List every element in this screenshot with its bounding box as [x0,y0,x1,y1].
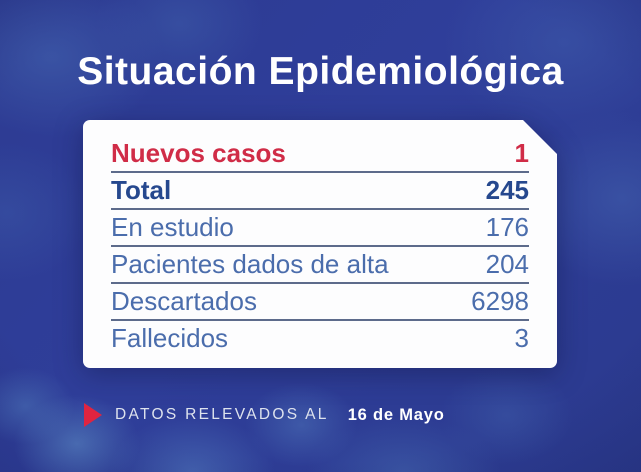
row-value: 245 [485,175,529,205]
row-label: Pacientes dados de alta [111,249,389,279]
table-row: Pacientes dados de alta 204 [111,247,529,284]
row-label: En estudio [111,212,234,242]
play-triangle-icon [84,403,102,427]
row-value: 176 [485,212,529,242]
table-row: Nuevos casos 1 [111,136,529,173]
table-row: Fallecidos 3 [111,321,529,356]
row-label: Nuevos casos [111,138,286,168]
footer-note: DATOS RELEVADOS AL 16 de Mayo [84,401,445,429]
row-value: 204 [485,249,529,279]
row-label: Descartados [111,286,257,316]
row-value: 6298 [471,286,529,316]
table-row: En estudio 176 [111,210,529,247]
stats-card-wrapper: Nuevos casos 1 Total 245 En estudio 176 … [83,120,557,368]
footer-date-text: 16 de Mayo [347,405,445,424]
row-value: 1 [514,138,529,168]
page-title: Situación Epidemiológica [77,50,564,93]
row-label: Fallecidos [111,323,229,353]
table-row: Descartados 6298 [111,284,529,321]
row-value: 3 [514,323,529,353]
footer-prefix-text: DATOS RELEVADOS AL [115,406,329,423]
stats-card: Nuevos casos 1 Total 245 En estudio 176 … [83,120,557,368]
table-row: Total 245 [111,173,529,210]
row-label: Total [111,175,172,205]
